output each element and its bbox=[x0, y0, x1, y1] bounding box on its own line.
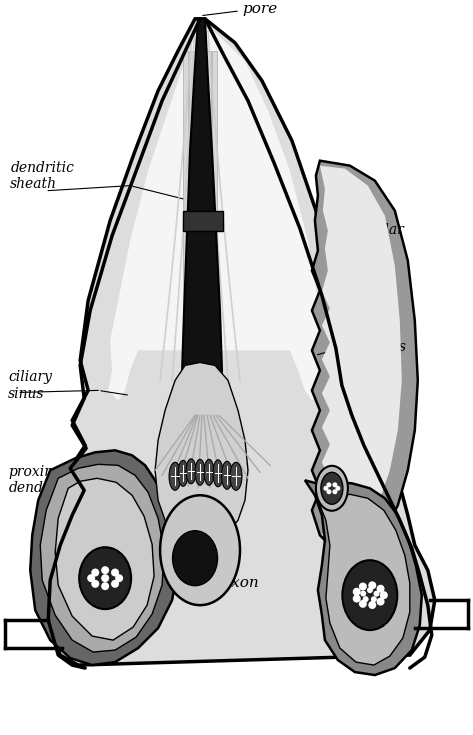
Circle shape bbox=[326, 482, 332, 487]
Text: dendritic
sheath: dendritic sheath bbox=[10, 160, 74, 191]
Circle shape bbox=[101, 582, 109, 590]
Ellipse shape bbox=[178, 460, 188, 487]
Circle shape bbox=[367, 587, 373, 593]
Polygon shape bbox=[183, 51, 188, 370]
Text: distal
dendrites: distal dendrites bbox=[340, 323, 407, 354]
Polygon shape bbox=[204, 51, 210, 370]
Text: proximal
dendrites: proximal dendrites bbox=[8, 465, 75, 495]
Polygon shape bbox=[211, 51, 217, 370]
Ellipse shape bbox=[230, 462, 242, 490]
Circle shape bbox=[91, 580, 99, 588]
Circle shape bbox=[87, 574, 95, 582]
Text: pore: pore bbox=[242, 1, 277, 16]
Polygon shape bbox=[182, 19, 222, 415]
Circle shape bbox=[377, 598, 385, 606]
Circle shape bbox=[333, 490, 337, 494]
Circle shape bbox=[360, 590, 366, 597]
Circle shape bbox=[363, 596, 368, 602]
Polygon shape bbox=[155, 362, 248, 548]
Circle shape bbox=[101, 566, 109, 574]
Circle shape bbox=[101, 574, 109, 582]
Circle shape bbox=[353, 595, 361, 603]
Circle shape bbox=[368, 581, 376, 589]
Polygon shape bbox=[55, 478, 154, 640]
Text: ciliary
sinus: ciliary sinus bbox=[8, 370, 52, 401]
Polygon shape bbox=[196, 51, 204, 370]
Circle shape bbox=[115, 574, 123, 582]
Circle shape bbox=[359, 600, 367, 608]
Circle shape bbox=[324, 486, 328, 491]
Ellipse shape bbox=[316, 466, 348, 511]
Ellipse shape bbox=[213, 460, 223, 487]
Bar bbox=[183, 211, 223, 231]
Polygon shape bbox=[312, 161, 418, 551]
Circle shape bbox=[368, 601, 376, 609]
Ellipse shape bbox=[221, 462, 233, 490]
Polygon shape bbox=[48, 19, 435, 665]
Circle shape bbox=[353, 588, 361, 596]
Polygon shape bbox=[305, 480, 422, 675]
Ellipse shape bbox=[204, 459, 214, 485]
Ellipse shape bbox=[321, 473, 343, 504]
Circle shape bbox=[374, 591, 379, 597]
Ellipse shape bbox=[173, 531, 218, 586]
Circle shape bbox=[380, 591, 388, 599]
Circle shape bbox=[335, 486, 341, 491]
Ellipse shape bbox=[160, 495, 240, 605]
Ellipse shape bbox=[195, 459, 205, 485]
Ellipse shape bbox=[186, 459, 196, 484]
Circle shape bbox=[377, 585, 385, 592]
Circle shape bbox=[91, 569, 99, 576]
Ellipse shape bbox=[79, 548, 131, 609]
Text: sensillar
sinus: sensillar sinus bbox=[345, 223, 404, 254]
Circle shape bbox=[333, 482, 337, 487]
Circle shape bbox=[111, 569, 119, 576]
Circle shape bbox=[371, 596, 377, 602]
Circle shape bbox=[326, 490, 332, 494]
Polygon shape bbox=[108, 23, 324, 401]
Ellipse shape bbox=[342, 560, 397, 630]
Text: axon: axon bbox=[222, 576, 259, 590]
Ellipse shape bbox=[169, 462, 181, 490]
Circle shape bbox=[359, 583, 367, 590]
Polygon shape bbox=[40, 465, 164, 652]
Circle shape bbox=[111, 580, 119, 588]
Polygon shape bbox=[190, 51, 196, 370]
Polygon shape bbox=[320, 165, 402, 540]
Polygon shape bbox=[318, 494, 410, 665]
Polygon shape bbox=[30, 451, 178, 665]
